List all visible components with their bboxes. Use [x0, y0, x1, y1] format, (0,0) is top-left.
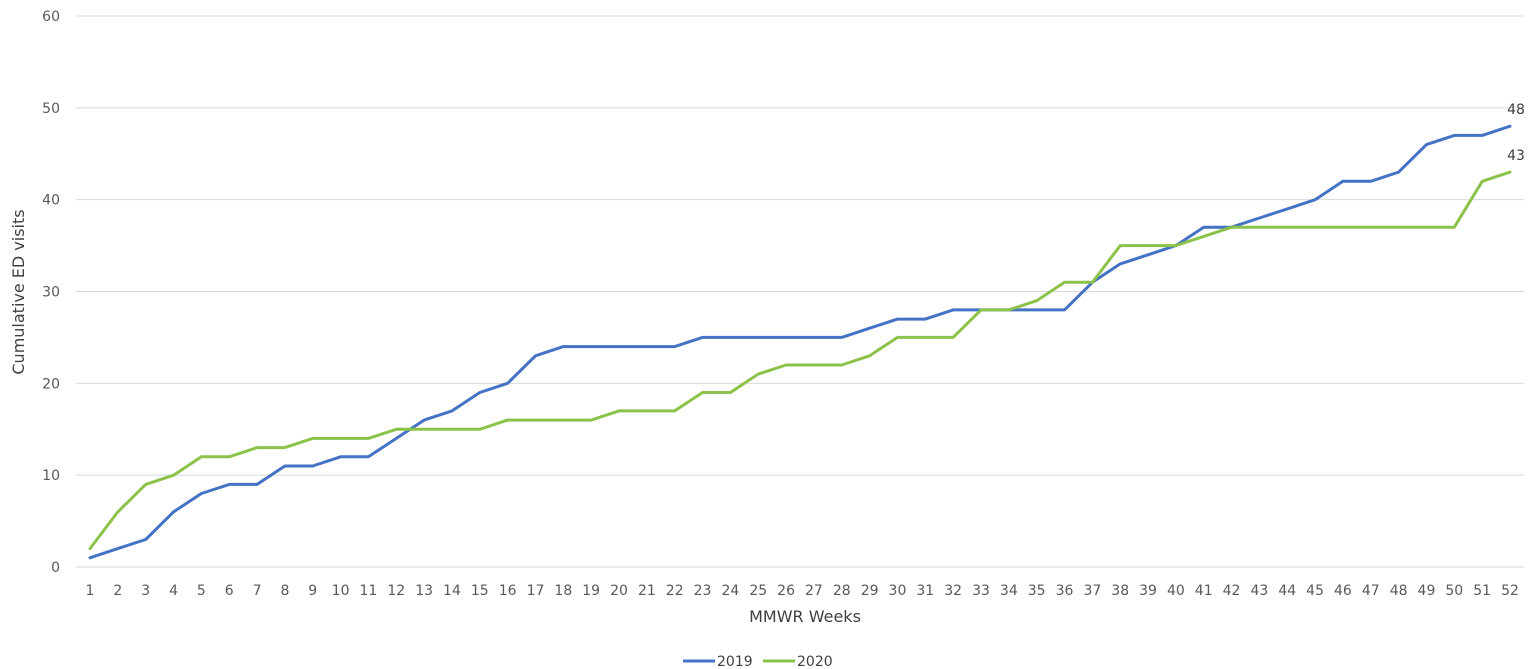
x-tick-label: 25	[749, 583, 767, 599]
x-tick-label: 8	[280, 583, 289, 599]
x-tick-label: 5	[197, 583, 206, 599]
y-tick-label: 0	[51, 560, 60, 576]
x-tick-label: 14	[443, 583, 461, 599]
x-tick-label: 29	[861, 583, 879, 599]
x-tick-label: 31	[916, 583, 934, 599]
x-tick-label: 52	[1501, 583, 1519, 599]
x-tick-label: 39	[1139, 583, 1157, 599]
x-tick-label: 21	[638, 583, 656, 599]
x-tick-label: 34	[1000, 583, 1018, 599]
legend: 2019 2020	[683, 654, 833, 669]
x-tick-label: 10	[332, 583, 350, 599]
series-line-2020	[88, 170, 1512, 551]
x-axis-title: MMWR Weeks	[749, 607, 861, 626]
end-label-2019: 48	[1507, 102, 1525, 118]
y-tick-label: 10	[42, 468, 60, 484]
x-tick-label: 38	[1111, 583, 1129, 599]
x-tick-label: 23	[694, 583, 712, 599]
x-tick-label: 6	[225, 583, 234, 599]
x-tick-label: 26	[777, 583, 795, 599]
x-tick-label: 48	[1390, 583, 1408, 599]
x-tick-label: 12	[387, 583, 405, 599]
x-tick-label: 45	[1306, 583, 1324, 599]
x-tick-label: 18	[554, 583, 572, 599]
x-tick-label: 47	[1362, 583, 1380, 599]
x-tick-label: 15	[471, 583, 489, 599]
x-tick-label: 44	[1278, 583, 1296, 599]
x-tick-label: 24	[721, 583, 739, 599]
x-tick-label: 11	[360, 583, 378, 599]
end-labels: 48 43	[1507, 102, 1525, 164]
x-tick-label: 27	[805, 583, 823, 599]
x-tick-label: 7	[253, 583, 262, 599]
x-tick-label: 9	[308, 583, 317, 599]
x-tick-label: 22	[666, 583, 684, 599]
x-tick-label: 49	[1418, 583, 1436, 599]
x-tick-label: 46	[1334, 583, 1352, 599]
x-tick-label: 32	[944, 583, 962, 599]
x-tick-label: 28	[833, 583, 851, 599]
legend-item-2019: 2019	[683, 654, 753, 669]
gridlines	[76, 15, 1524, 568]
end-label-2020: 43	[1507, 148, 1525, 164]
y-tick-label: 60	[42, 9, 60, 25]
x-tick-label: 43	[1250, 583, 1268, 599]
x-tick-label: 16	[499, 583, 517, 599]
x-tick-label: 40	[1167, 583, 1185, 599]
series-lines	[88, 124, 1512, 560]
x-tick-label: 2	[113, 583, 122, 599]
x-tick-label: 51	[1473, 583, 1491, 599]
y-tick-label: 30	[42, 285, 60, 301]
legend-item-2020: 2020	[763, 654, 833, 669]
x-tick-label: 17	[527, 583, 545, 599]
x-tick-label: 42	[1223, 583, 1241, 599]
x-tick-label: 35	[1028, 583, 1046, 599]
x-tick-label: 36	[1056, 583, 1074, 599]
x-tick-label: 30	[889, 583, 907, 599]
x-tick-label: 50	[1445, 583, 1463, 599]
x-tick-label: 41	[1195, 583, 1213, 599]
x-tick-label: 37	[1083, 583, 1101, 599]
y-tick-label: 40	[42, 193, 60, 209]
legend-label: 2019	[717, 654, 753, 669]
x-tick-label: 1	[86, 583, 95, 599]
x-tick-label: 4	[169, 583, 178, 599]
x-tick-label: 33	[972, 583, 990, 599]
x-tick-label: 13	[415, 583, 433, 599]
x-tick-label: 20	[610, 583, 628, 599]
legend-label: 2020	[797, 654, 833, 669]
y-tick-label: 50	[42, 101, 60, 117]
x-tick-label: 19	[582, 583, 600, 599]
y-tick-label: 20	[42, 376, 60, 392]
x-axis-ticks: 1 2 3 4 5 6 7 8 9 10 11 12 13 14 15 16 17 18 19 20 21 22 23 24 2…	[86, 583, 1519, 599]
series-line-2019	[88, 124, 1512, 560]
y-axis-ticks: 0 10 20 30 40 50 60	[42, 9, 60, 576]
y-axis-title: Cumulative ED visits	[9, 209, 28, 374]
x-tick-label: 3	[141, 583, 150, 599]
